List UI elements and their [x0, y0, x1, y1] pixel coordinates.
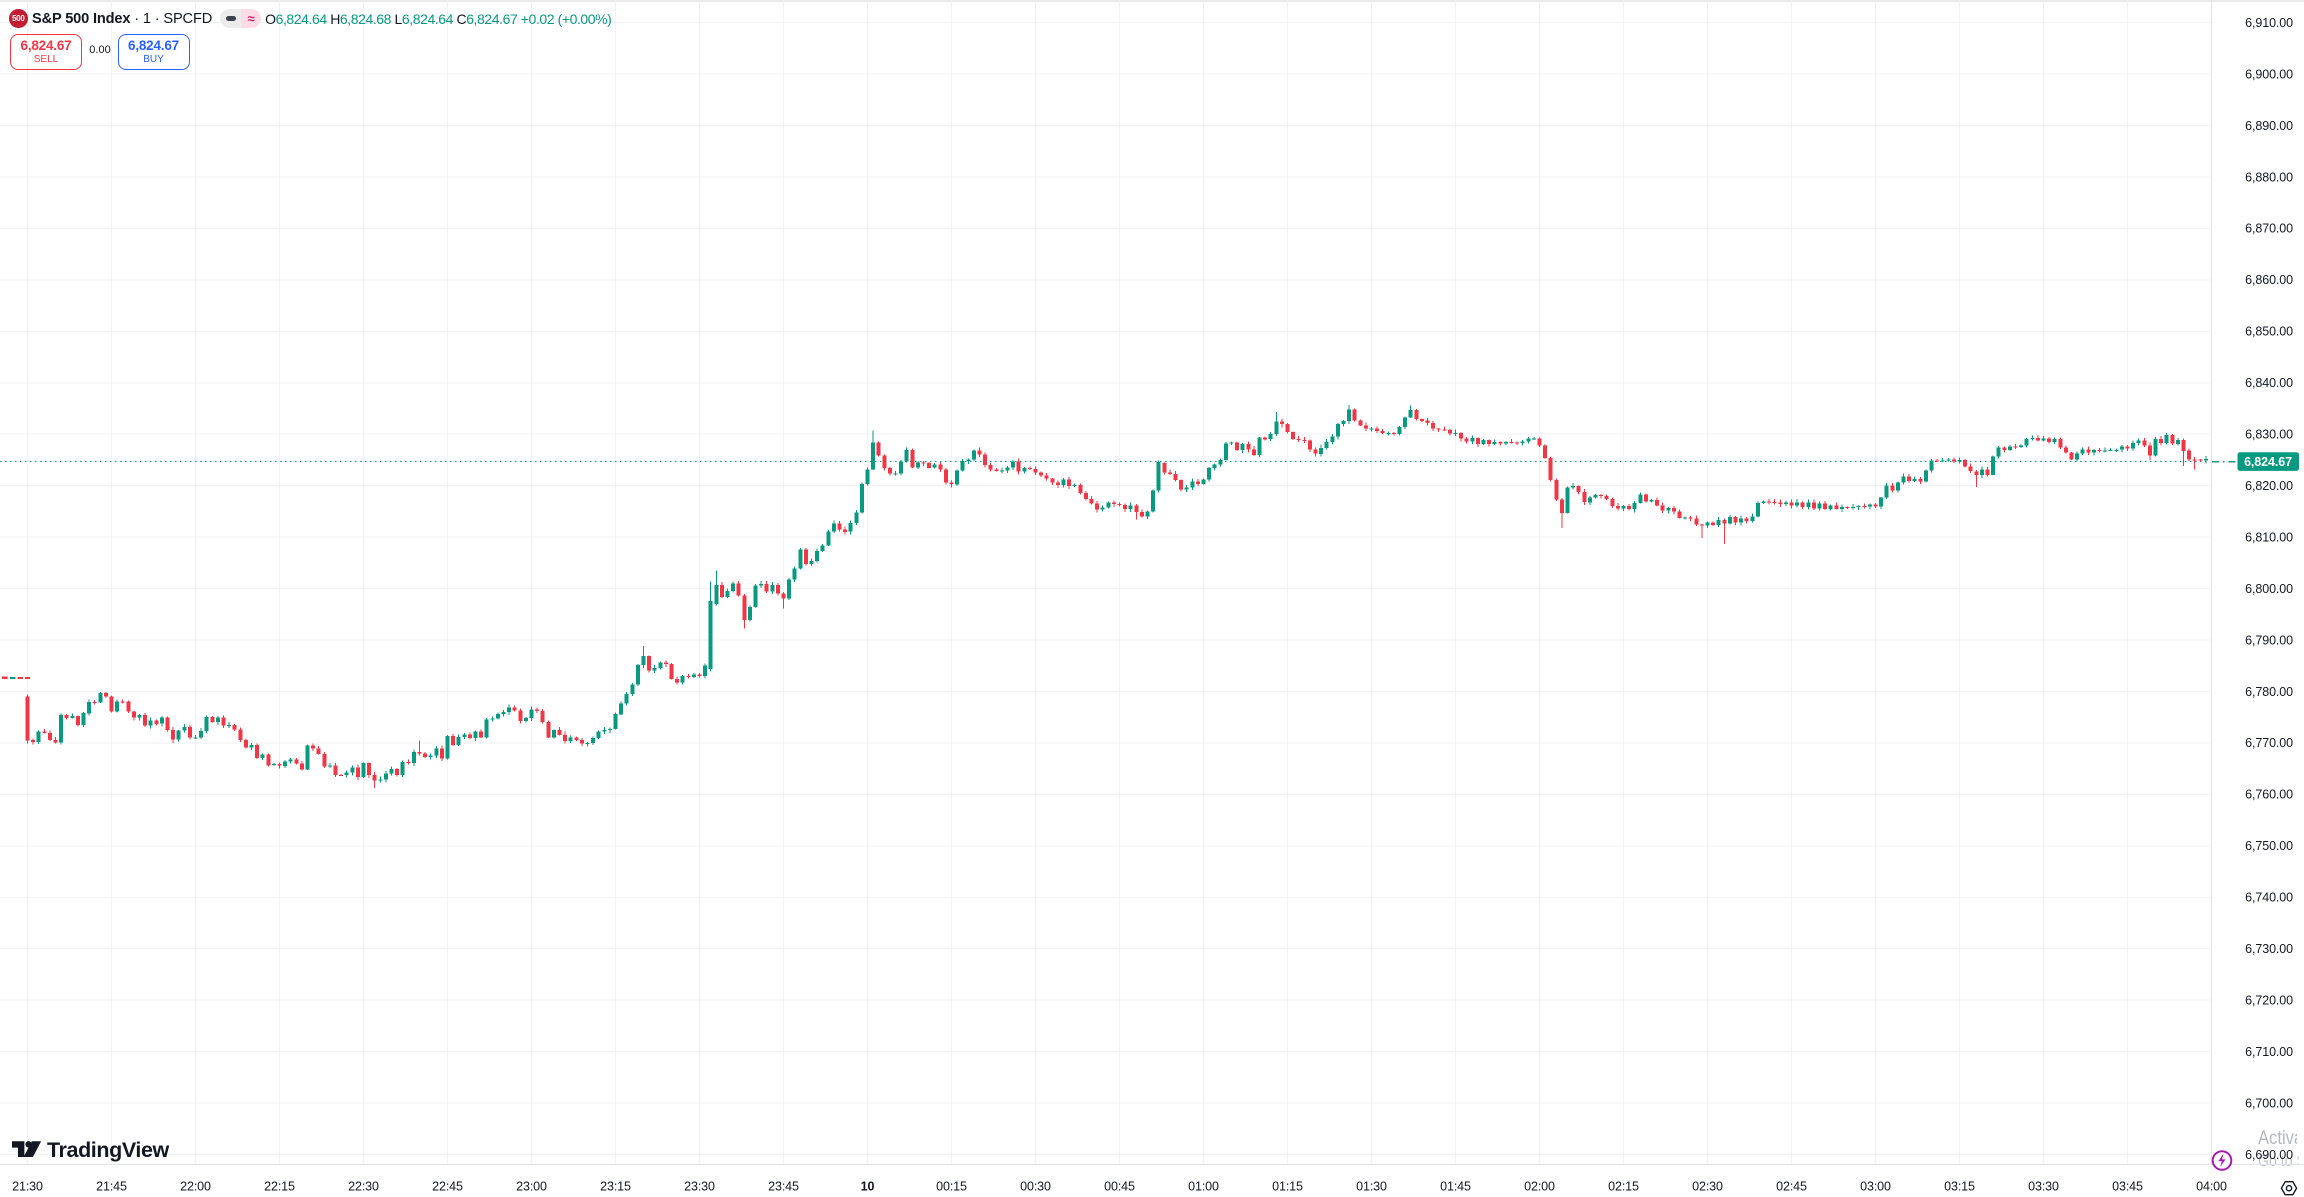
svg-text:6,840.00: 6,840.00 — [2245, 376, 2293, 390]
svg-text:23:45: 23:45 — [768, 1180, 799, 1194]
svg-text:02:00: 02:00 — [1524, 1180, 1555, 1194]
svg-text:6,770.00: 6,770.00 — [2245, 736, 2293, 750]
svg-text:6,780.00: 6,780.00 — [2245, 685, 2293, 699]
svg-text:03:45: 03:45 — [2112, 1180, 2143, 1194]
svg-text:02:15: 02:15 — [1608, 1180, 1639, 1194]
svg-text:6,910.00: 6,910.00 — [2245, 16, 2293, 30]
svg-text:10: 10 — [861, 1180, 875, 1194]
svg-text:6,690.00: 6,690.00 — [2245, 1148, 2293, 1162]
svg-text:01:30: 01:30 — [1356, 1180, 1387, 1194]
svg-text:23:00: 23:00 — [516, 1180, 547, 1194]
svg-text:6,850.00: 6,850.00 — [2245, 325, 2293, 339]
svg-text:6,750.00: 6,750.00 — [2245, 839, 2293, 853]
svg-text:6,860.00: 6,860.00 — [2245, 273, 2293, 287]
svg-text:22:00: 22:00 — [180, 1180, 211, 1194]
svg-text:6,790.00: 6,790.00 — [2245, 633, 2293, 647]
svg-text:01:45: 01:45 — [1440, 1180, 1471, 1194]
svg-text:21:30: 21:30 — [12, 1180, 43, 1194]
svg-text:6,900.00: 6,900.00 — [2245, 67, 2293, 81]
svg-text:6,740.00: 6,740.00 — [2245, 891, 2293, 905]
svg-text:22:45: 22:45 — [432, 1180, 463, 1194]
svg-text:01:00: 01:00 — [1188, 1180, 1219, 1194]
svg-text:03:15: 03:15 — [1944, 1180, 1975, 1194]
svg-text:02:45: 02:45 — [1776, 1180, 1807, 1194]
svg-text:6,730.00: 6,730.00 — [2245, 942, 2293, 956]
svg-text:22:15: 22:15 — [264, 1180, 295, 1194]
svg-text:22:30: 22:30 — [348, 1180, 379, 1194]
svg-text:6,880.00: 6,880.00 — [2245, 170, 2293, 184]
svg-text:6,800.00: 6,800.00 — [2245, 582, 2293, 596]
svg-text:00:45: 00:45 — [1104, 1180, 1135, 1194]
svg-text:01:15: 01:15 — [1272, 1180, 1303, 1194]
svg-text:23:15: 23:15 — [600, 1180, 631, 1194]
svg-text:6,710.00: 6,710.00 — [2245, 1045, 2293, 1059]
svg-text:6,700.00: 6,700.00 — [2245, 1096, 2293, 1110]
svg-text:04:00: 04:00 — [2196, 1180, 2227, 1194]
svg-text:00:15: 00:15 — [936, 1180, 967, 1194]
svg-text:03:30: 03:30 — [2028, 1180, 2059, 1194]
svg-text:6,810.00: 6,810.00 — [2245, 530, 2293, 544]
svg-text:00:30: 00:30 — [1020, 1180, 1051, 1194]
svg-text:6,820.00: 6,820.00 — [2245, 479, 2293, 493]
svg-text:6,830.00: 6,830.00 — [2245, 428, 2293, 442]
svg-text:6,720.00: 6,720.00 — [2245, 994, 2293, 1008]
svg-text:02:30: 02:30 — [1692, 1180, 1723, 1194]
svg-text:21:45: 21:45 — [96, 1180, 127, 1194]
svg-text:TradingView: TradingView — [47, 1138, 170, 1162]
svg-text:6,760.00: 6,760.00 — [2245, 788, 2293, 802]
svg-text:03:00: 03:00 — [1860, 1180, 1891, 1194]
svg-text:6,824.67: 6,824.67 — [2244, 455, 2292, 469]
svg-text:6,870.00: 6,870.00 — [2245, 222, 2293, 236]
svg-text:23:30: 23:30 — [684, 1180, 715, 1194]
svg-text:6,890.00: 6,890.00 — [2245, 119, 2293, 133]
